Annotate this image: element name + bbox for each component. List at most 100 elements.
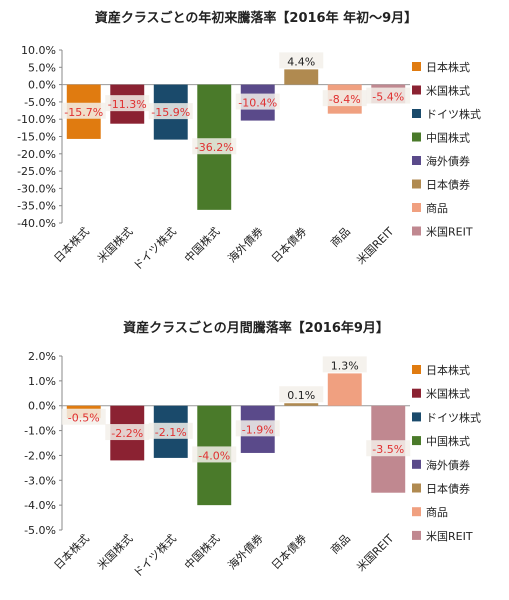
chart-title: 資産クラスごとの月間騰落率【2016年9月】 [123, 320, 389, 336]
chart-title: 資産クラスごとの年初来騰落率【2016年 年初～9月】 [95, 10, 417, 26]
data-label: -15.7% [64, 106, 103, 119]
legend-entry: 中国株式 [426, 434, 470, 448]
data-label: -36.2% [195, 141, 234, 154]
data-label: -11.3% [108, 98, 147, 111]
bar-6 [284, 403, 319, 406]
data-label-box [279, 386, 324, 403]
legend-swatch [412, 226, 421, 236]
category-label: 米国REIT [354, 532, 396, 574]
category-label: 商品 [327, 224, 352, 249]
y-tick-label: -20.0% [17, 148, 56, 161]
data-label: -3.5% [372, 443, 404, 456]
y-tick-label: -2.0% [24, 449, 56, 462]
legend-swatch [412, 132, 421, 142]
data-label-box [61, 408, 106, 425]
y-tick-label: -25.0% [17, 165, 56, 178]
legend-entry: ドイツ株式 [426, 107, 481, 121]
category-label: 中国株式 [181, 224, 222, 265]
data-label-box [192, 446, 237, 463]
legend-swatch [412, 388, 421, 398]
data-label: -10.4% [238, 97, 277, 110]
legend-entry: 日本債券 [426, 178, 470, 192]
data-label: 4.4% [287, 55, 315, 68]
data-label: -2.2% [111, 427, 143, 440]
y-tick-label: -3.0% [24, 474, 56, 487]
category-label: 日本債券 [268, 224, 309, 265]
y-tick-label: 1.0% [28, 375, 56, 388]
category-label: 日本株式 [51, 531, 92, 572]
category-label: 日本株式 [51, 224, 92, 265]
data-label: 1.3% [331, 359, 359, 372]
legend-swatch [412, 62, 421, 71]
legend-entry: 商品 [426, 505, 448, 519]
y-tick-label: 2.0% [28, 350, 56, 363]
data-label: -5.4% [372, 91, 404, 104]
bar-6 [284, 69, 319, 85]
category-label: 米国REIT [354, 225, 396, 267]
data-label-box [322, 90, 367, 107]
data-label-box [105, 95, 150, 112]
data-label-box [235, 420, 280, 437]
data-label: -1.9% [242, 423, 274, 436]
y-tick-label: -35.0% [17, 200, 56, 213]
bar-7 [327, 373, 362, 406]
category-label: 中国株式 [181, 531, 222, 572]
y-tick-label: -40.0% [17, 217, 56, 230]
data-label-box [192, 138, 237, 155]
y-tick-label: 10.0% [21, 44, 56, 57]
legend-swatch [412, 85, 421, 95]
legend-swatch [412, 179, 421, 189]
y-tick-label: -30.0% [17, 182, 56, 195]
legend-entry: 中国株式 [426, 131, 470, 145]
y-tick-label: -5.0% [24, 96, 56, 109]
data-label-box [366, 87, 411, 104]
legend-entry: 海外債券 [426, 458, 470, 472]
data-label: -0.5% [68, 412, 100, 425]
data-label-box [148, 422, 193, 439]
data-label: -8.4% [329, 93, 361, 106]
data-label-box [148, 103, 193, 120]
legend-entry: 商品 [426, 201, 448, 215]
data-label-box [322, 356, 367, 373]
category-label: 海外債券 [225, 531, 266, 572]
chart-2: 資産クラスごとの月間騰落率【2016年9月】2.0%1.0%0.0%-1.0%-… [24, 320, 481, 580]
data-label: -2.1% [155, 426, 187, 439]
data-label-box [105, 424, 150, 441]
y-tick-label: 0.0% [28, 79, 56, 92]
legend-entry: 日本株式 [426, 60, 470, 74]
legend-swatch [412, 203, 421, 212]
category-label: 海外債券 [225, 224, 266, 265]
legend-entry: ドイツ株式 [426, 410, 481, 424]
legend-swatch [412, 530, 421, 540]
category-label: 米国株式 [94, 531, 135, 572]
legend-swatch [412, 507, 421, 517]
y-tick-label: -1.0% [24, 425, 56, 438]
legend-swatch [412, 156, 421, 165]
data-label: -4.0% [198, 449, 230, 462]
category-label: ドイツ株式 [130, 224, 179, 273]
category-label: 米国株式 [94, 224, 135, 265]
legend-entry: 米国株式 [426, 84, 470, 98]
category-label: ドイツ株式 [130, 531, 179, 580]
y-tick-label: 0.0% [28, 400, 56, 413]
category-label: 商品 [327, 531, 352, 556]
legend-entry: 米国REIT [426, 226, 473, 239]
legend-entry: 米国REIT [426, 530, 473, 543]
legend-entry: 日本株式 [426, 363, 470, 377]
chart-1: 資産クラスごとの年初来騰落率【2016年 年初～9月】 10.0% 5.0% 0.0%… [17, 10, 481, 273]
data-label-box [366, 440, 411, 457]
legend-entry: 日本債券 [426, 482, 470, 496]
data-label: -15.9% [151, 106, 190, 119]
legend-swatch [412, 109, 421, 118]
legend-entry: 米国株式 [426, 387, 470, 401]
data-label: 0.1% [287, 389, 315, 402]
data-label-box [61, 102, 106, 119]
y-tick-label: -15.0% [17, 131, 56, 144]
legend-swatch [412, 436, 421, 446]
legend-swatch [412, 459, 421, 469]
data-label-box [235, 93, 280, 110]
y-tick-label: -5.0% [24, 524, 56, 537]
y-tick-label: -10.0% [17, 113, 56, 126]
y-tick-label: 5.0% [28, 61, 56, 74]
